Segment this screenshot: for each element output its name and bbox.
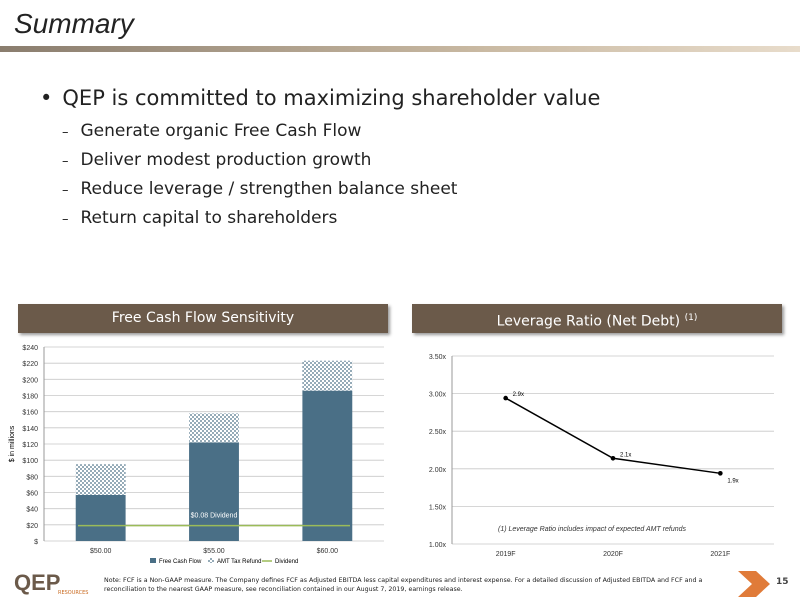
- chevron: [738, 571, 770, 597]
- bar: [302, 390, 353, 541]
- dividend-label: $0.08 Dividend: [191, 513, 238, 520]
- y-tick-label: $40: [26, 507, 38, 514]
- bar: [75, 464, 126, 495]
- y-tick-label: $220: [22, 361, 38, 368]
- legend-swatch: [208, 558, 214, 563]
- sub-bullet: Deliver modest production growth: [62, 150, 372, 170]
- point: [610, 455, 616, 461]
- point: [718, 471, 723, 476]
- y-tick-label: $160: [22, 410, 38, 417]
- footnote: Note: FCF is a Non-GAAP measure. The Com…: [104, 577, 703, 593]
- y-axis-label: $ in millions: [9, 425, 16, 462]
- value-label: 1.9x: [727, 478, 738, 484]
- panel-title: Free Cash Flow Sensitivity: [111, 310, 295, 326]
- annotation: (1) Leverage Ratio includes impact of ex…: [498, 526, 687, 533]
- x-tick-label: 2019F: [496, 551, 516, 558]
- legend-label: Free Cash Flow: [159, 559, 202, 565]
- legend-swatch: [150, 558, 156, 563]
- bar: [189, 413, 239, 443]
- page-number: 15: [776, 577, 789, 587]
- bullet: QEP is committed to maximizing sharehold…: [40, 86, 600, 110]
- y-tick-label: $: [34, 539, 38, 546]
- value-label: 2.1x: [620, 452, 631, 458]
- x-tick-label: 2021F: [710, 551, 730, 558]
- y-tick-label: $240: [22, 345, 38, 352]
- logo-sub: RESOURCES: [58, 590, 89, 596]
- bar: [75, 494, 126, 541]
- y-tick-label: 3.00x: [429, 392, 447, 399]
- y-tick-label: $140: [22, 426, 38, 433]
- x-tick-label: $50.00: [90, 548, 112, 555]
- y-tick-label: $80: [26, 474, 38, 481]
- y-tick-label: 3.50x: [429, 354, 447, 361]
- x-tick-label: 2020F: [603, 551, 623, 558]
- y-tick-label: 2.50x: [429, 429, 447, 436]
- y-tick-label: $20: [26, 523, 38, 530]
- y-tick-label: $200: [22, 377, 38, 384]
- y-tick-label: $120: [22, 442, 38, 449]
- panel-header: Leverage Ratio (Net Debt) (1): [412, 304, 782, 333]
- sub-bullet: Reduce leverage / strengthen balance she…: [62, 179, 458, 199]
- y-tick-label: 1.50x: [429, 504, 447, 511]
- slide-title: Summary: [14, 8, 134, 39]
- line: [505, 397, 721, 475]
- x-tick-label: $60.00: [317, 548, 339, 555]
- logo: QEP: [14, 570, 61, 595]
- bar: [189, 442, 239, 541]
- panel-header: Free Cash Flow Sensitivity: [18, 304, 388, 333]
- legend-label: AMT Tax Refund: [217, 559, 261, 565]
- panel-title: Leverage Ratio (Net Debt): [496, 313, 681, 330]
- bullet-text: Deliver modest production growth: [80, 150, 372, 170]
- sub-bullet: Return capital to shareholders: [62, 208, 338, 228]
- y-tick-label: $180: [22, 394, 38, 401]
- y-tick-label: $100: [22, 458, 38, 465]
- bar: [302, 360, 353, 391]
- bullet-text: QEP is committed to maximizing sharehold…: [62, 86, 601, 110]
- panel-note: (1): [684, 313, 698, 323]
- y-tick-label: $60: [26, 491, 38, 498]
- bullet-text: Return capital to shareholders: [80, 208, 338, 228]
- bullet-text: Reduce leverage / strengthen balance she…: [80, 179, 458, 199]
- y-tick-label: 1.00x: [429, 542, 447, 549]
- point: [503, 395, 508, 401]
- sub-bullet: Generate organic Free Cash Flow: [62, 121, 362, 141]
- title-rule: [0, 46, 800, 52]
- bullet-text: Generate organic Free Cash Flow: [80, 121, 362, 141]
- value-label: 2.9x: [513, 392, 524, 398]
- y-tick-label: 2.00x: [429, 467, 447, 474]
- legend-label: Dividend: [275, 559, 298, 565]
- x-tick-label: $55.00: [203, 548, 225, 555]
